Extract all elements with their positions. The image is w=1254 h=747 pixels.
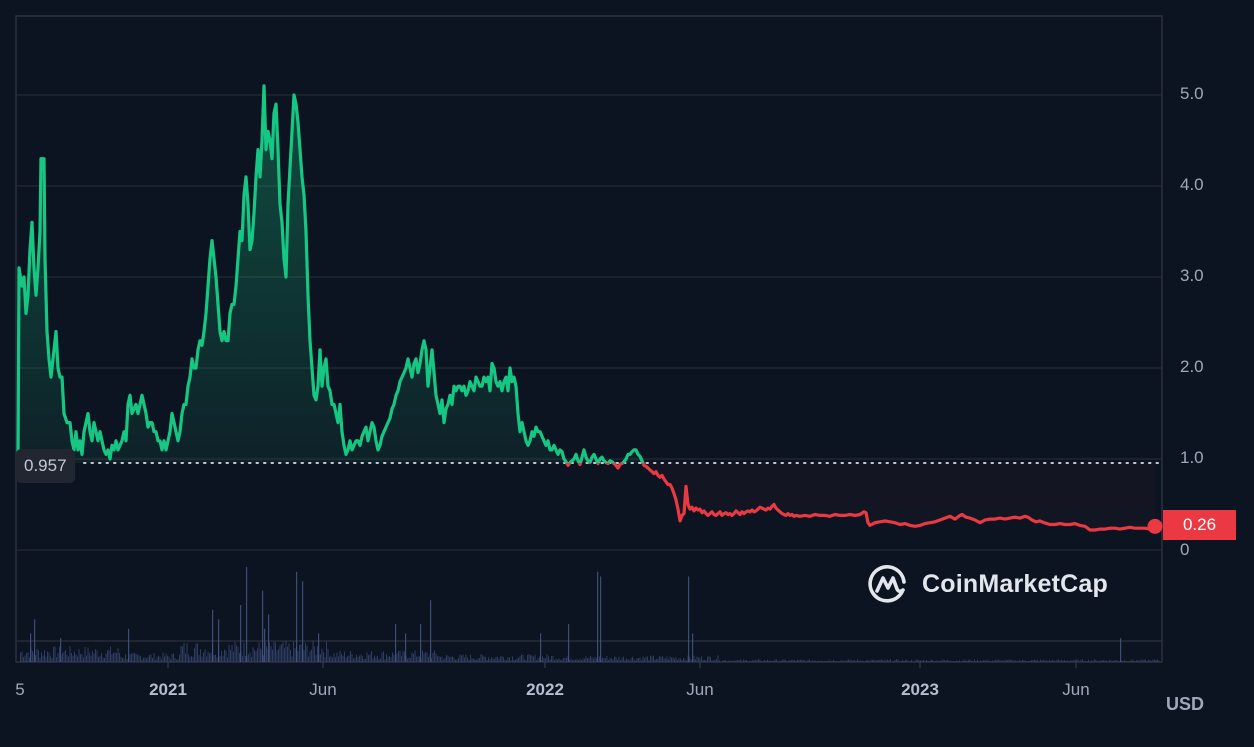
x-tick-label: 2023 bbox=[901, 680, 939, 699]
volume-bars bbox=[20, 567, 1160, 662]
grid-lines bbox=[16, 94, 1162, 642]
currency-label[interactable]: USD bbox=[1166, 694, 1205, 714]
current-price-badge: 0.26 bbox=[1163, 510, 1236, 540]
x-tick-label: Jun bbox=[309, 680, 337, 699]
y-tick-label: 0 bbox=[1180, 540, 1190, 559]
coinmarketcap-logo-icon bbox=[868, 565, 906, 603]
y-tick-label: 2.0 bbox=[1180, 357, 1204, 376]
y-tick-label: 1.0 bbox=[1180, 448, 1204, 467]
coinmarketcap-watermark: CoinMarketCap bbox=[866, 562, 1108, 606]
x-tick-label: 5 bbox=[15, 680, 25, 699]
baseline-value-badge: 0.957 bbox=[16, 449, 75, 483]
x-tick-label: Jun bbox=[686, 680, 714, 699]
price-line-above[interactable] bbox=[16, 84, 1155, 530]
price-area-below bbox=[18, 463, 1155, 530]
x-tick-label: 2022 bbox=[526, 680, 564, 699]
y-tick-label: 3.0 bbox=[1180, 266, 1204, 285]
current-price-dot bbox=[1147, 518, 1163, 534]
watermark-text: CoinMarketCap bbox=[922, 569, 1108, 598]
x-tick-label: 2021 bbox=[149, 680, 187, 699]
x-tick-label: Jun bbox=[1062, 680, 1090, 699]
price-line-below[interactable] bbox=[16, 86, 1156, 532]
x-axis-ticks bbox=[167, 662, 1077, 668]
y-tick-label: 4.0 bbox=[1180, 175, 1204, 194]
y-tick-label: 5.0 bbox=[1180, 84, 1204, 103]
